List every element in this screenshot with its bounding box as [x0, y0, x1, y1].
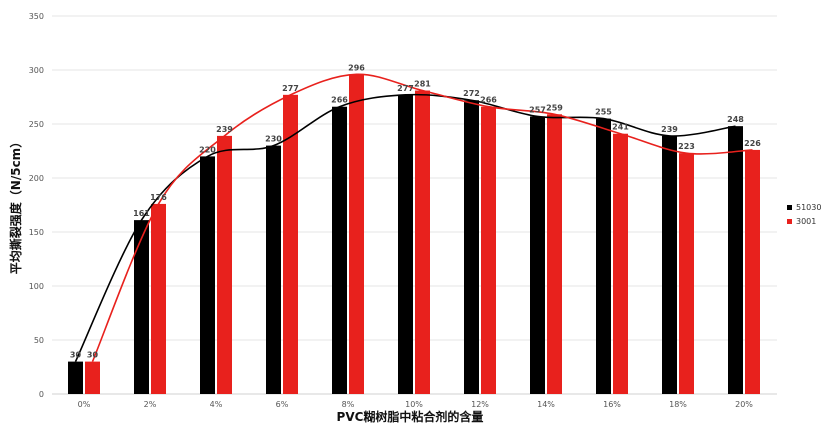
x-axis-title: PVC糊树脂中粘合剂的含量	[337, 409, 484, 424]
bar-51030-12%	[464, 100, 479, 395]
legend-label: 51030	[796, 203, 821, 212]
data-label: 30	[70, 351, 82, 360]
bars	[68, 74, 760, 395]
x-tick-label: 4%	[210, 400, 223, 409]
data-label: 266	[331, 96, 348, 105]
y-tick-label: 150	[29, 228, 44, 237]
bar-3001-18%	[679, 153, 694, 394]
y-tick-label: 50	[34, 336, 44, 345]
bar-3001-0%	[85, 361, 100, 394]
bar-51030-6%	[266, 145, 281, 394]
trend-line-51030	[74, 93, 736, 362]
data-label: 296	[348, 63, 365, 72]
data-label: 223	[678, 142, 695, 151]
bar-3001-2%	[151, 203, 166, 394]
grid-layer	[52, 15, 777, 395]
bar-51030-0%	[68, 361, 83, 394]
data-label: 241	[612, 123, 629, 132]
bar-3001-14%	[547, 114, 562, 394]
bar-3001-10%	[415, 90, 430, 395]
bar-51030-16%	[596, 118, 611, 394]
bar-51030-8%	[332, 106, 347, 394]
x-tick-label: 10%	[405, 400, 423, 409]
bar-3001-20%	[745, 149, 760, 394]
data-label: 266	[480, 96, 497, 105]
data-label: 220	[199, 145, 216, 154]
y-tick-label: 350	[29, 12, 44, 21]
bar-3001-12%	[481, 106, 496, 394]
bar-51030-4%	[200, 156, 215, 394]
x-tick-label: 12%	[471, 400, 489, 409]
x-tick-label: 8%	[342, 400, 355, 409]
data-label: 239	[216, 125, 233, 134]
legend-swatch-3001	[787, 219, 792, 224]
bar-51030-18%	[662, 135, 677, 394]
legend-swatch-51030	[787, 205, 792, 210]
trend-line-3001	[91, 73, 753, 362]
data-label: 259	[546, 103, 563, 112]
x-tick-label: 16%	[603, 400, 621, 409]
data-label: 277	[397, 84, 414, 93]
y-tick-label: 100	[29, 282, 44, 291]
legend-label: 3001	[796, 217, 816, 226]
y-tick-label: 0	[39, 390, 44, 399]
data-label: 257	[529, 105, 546, 114]
y-axis-title: 平均撕裂强度（N/5cm）	[8, 136, 23, 274]
data-label: 239	[661, 125, 678, 134]
y-tick-label: 200	[29, 174, 44, 183]
data-label: 272	[463, 89, 480, 98]
data-label: 230	[265, 135, 282, 144]
data-labels: 30 161 220 230 266 277 272 257 255 239 248 30 176 239…	[70, 63, 761, 359]
bar-3001-4%	[217, 135, 232, 394]
bar-3001-16%	[613, 133, 628, 394]
bar-3001-6%	[283, 94, 298, 394]
data-label: 277	[282, 84, 299, 93]
bar-3001-8%	[349, 74, 364, 394]
bar-51030-14%	[530, 116, 545, 394]
data-label: 161	[133, 209, 150, 218]
x-tick-label: 18%	[669, 400, 687, 409]
x-tick-label: 6%	[276, 400, 289, 409]
y-axis-ticks: 0 50 100 150 200 250 300 350	[29, 12, 44, 399]
x-tick-label: 20%	[735, 400, 753, 409]
trend-lines	[74, 73, 753, 362]
data-label: 281	[414, 80, 431, 89]
bar-51030-20%	[728, 126, 743, 394]
legend: 51030 3001	[787, 203, 821, 226]
data-label: 30	[87, 351, 99, 360]
data-label: 226	[744, 139, 761, 148]
x-tick-label: 0%	[78, 400, 91, 409]
x-axis-ticks: 0% 2% 4% 6% 8% 10% 12% 14% 16% 18% 20%	[78, 400, 754, 409]
data-label: 248	[727, 115, 744, 124]
x-tick-label: 14%	[537, 400, 555, 409]
y-tick-label: 300	[29, 66, 44, 75]
bar-51030-10%	[398, 94, 413, 394]
bar-51030-2%	[134, 220, 149, 394]
y-tick-label: 250	[29, 120, 44, 129]
data-label: 176	[150, 193, 167, 202]
data-label: 255	[595, 108, 612, 117]
x-tick-label: 2%	[144, 400, 157, 409]
